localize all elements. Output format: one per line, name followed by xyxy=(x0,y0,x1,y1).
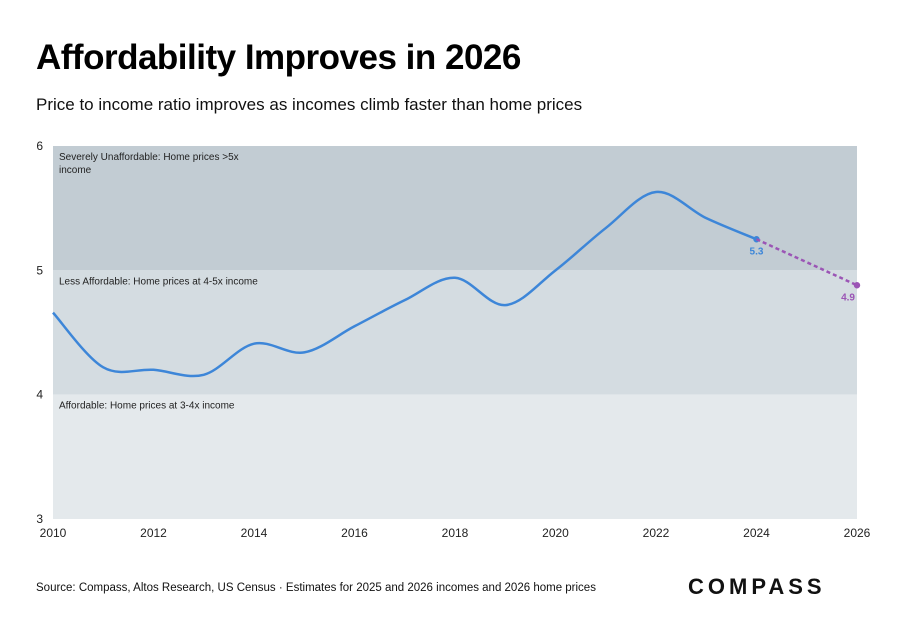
data-label: 5.3 xyxy=(750,246,764,257)
band-label-line: Severely Unaffordable: Home prices >5x xyxy=(59,152,239,163)
x-tick-label: 2012 xyxy=(140,526,167,540)
y-tick-label: 4 xyxy=(36,388,43,402)
ratio-line xyxy=(52,190,757,378)
x-tick-label: 2020 xyxy=(542,526,569,540)
band-label: Less Affordable: Home prices at 4-5x inc… xyxy=(59,276,258,287)
band xyxy=(53,270,857,395)
chart: Severely Unaffordable: Home prices >5x in… xyxy=(36,139,871,540)
data-label: 4.9 xyxy=(841,292,855,303)
x-tick-label: 2014 xyxy=(241,526,268,540)
page-title: Affordability Improves in 2026 xyxy=(36,38,521,77)
subtitle: Price to income ratio improves as income… xyxy=(36,95,583,114)
x-tick-label: 2010 xyxy=(40,526,67,540)
x-tick-label: 2018 xyxy=(442,526,469,540)
x-tick-label: 2026 xyxy=(844,526,871,540)
compass-logo: COMPASS xyxy=(688,574,826,599)
end-point xyxy=(853,282,861,289)
band xyxy=(53,146,857,271)
band xyxy=(53,394,857,519)
x-tick-label: 2024 xyxy=(743,526,770,540)
y-tick-label: 6 xyxy=(36,139,43,153)
band-label-line: income xyxy=(59,165,92,176)
source-note: Source: Compass, Altos Research, US Cens… xyxy=(36,582,596,594)
x-tick-label: 2022 xyxy=(643,526,670,540)
y-tick-label: 5 xyxy=(36,263,43,277)
band-label: Severely Unaffordable: Home prices >5x in… xyxy=(59,152,239,176)
y-tick-label: 3 xyxy=(36,512,43,526)
x-tick-label: 2016 xyxy=(341,526,368,540)
band-label: Affordable: Home prices at 3-4x income xyxy=(59,401,235,412)
forecast-line xyxy=(755,238,858,287)
